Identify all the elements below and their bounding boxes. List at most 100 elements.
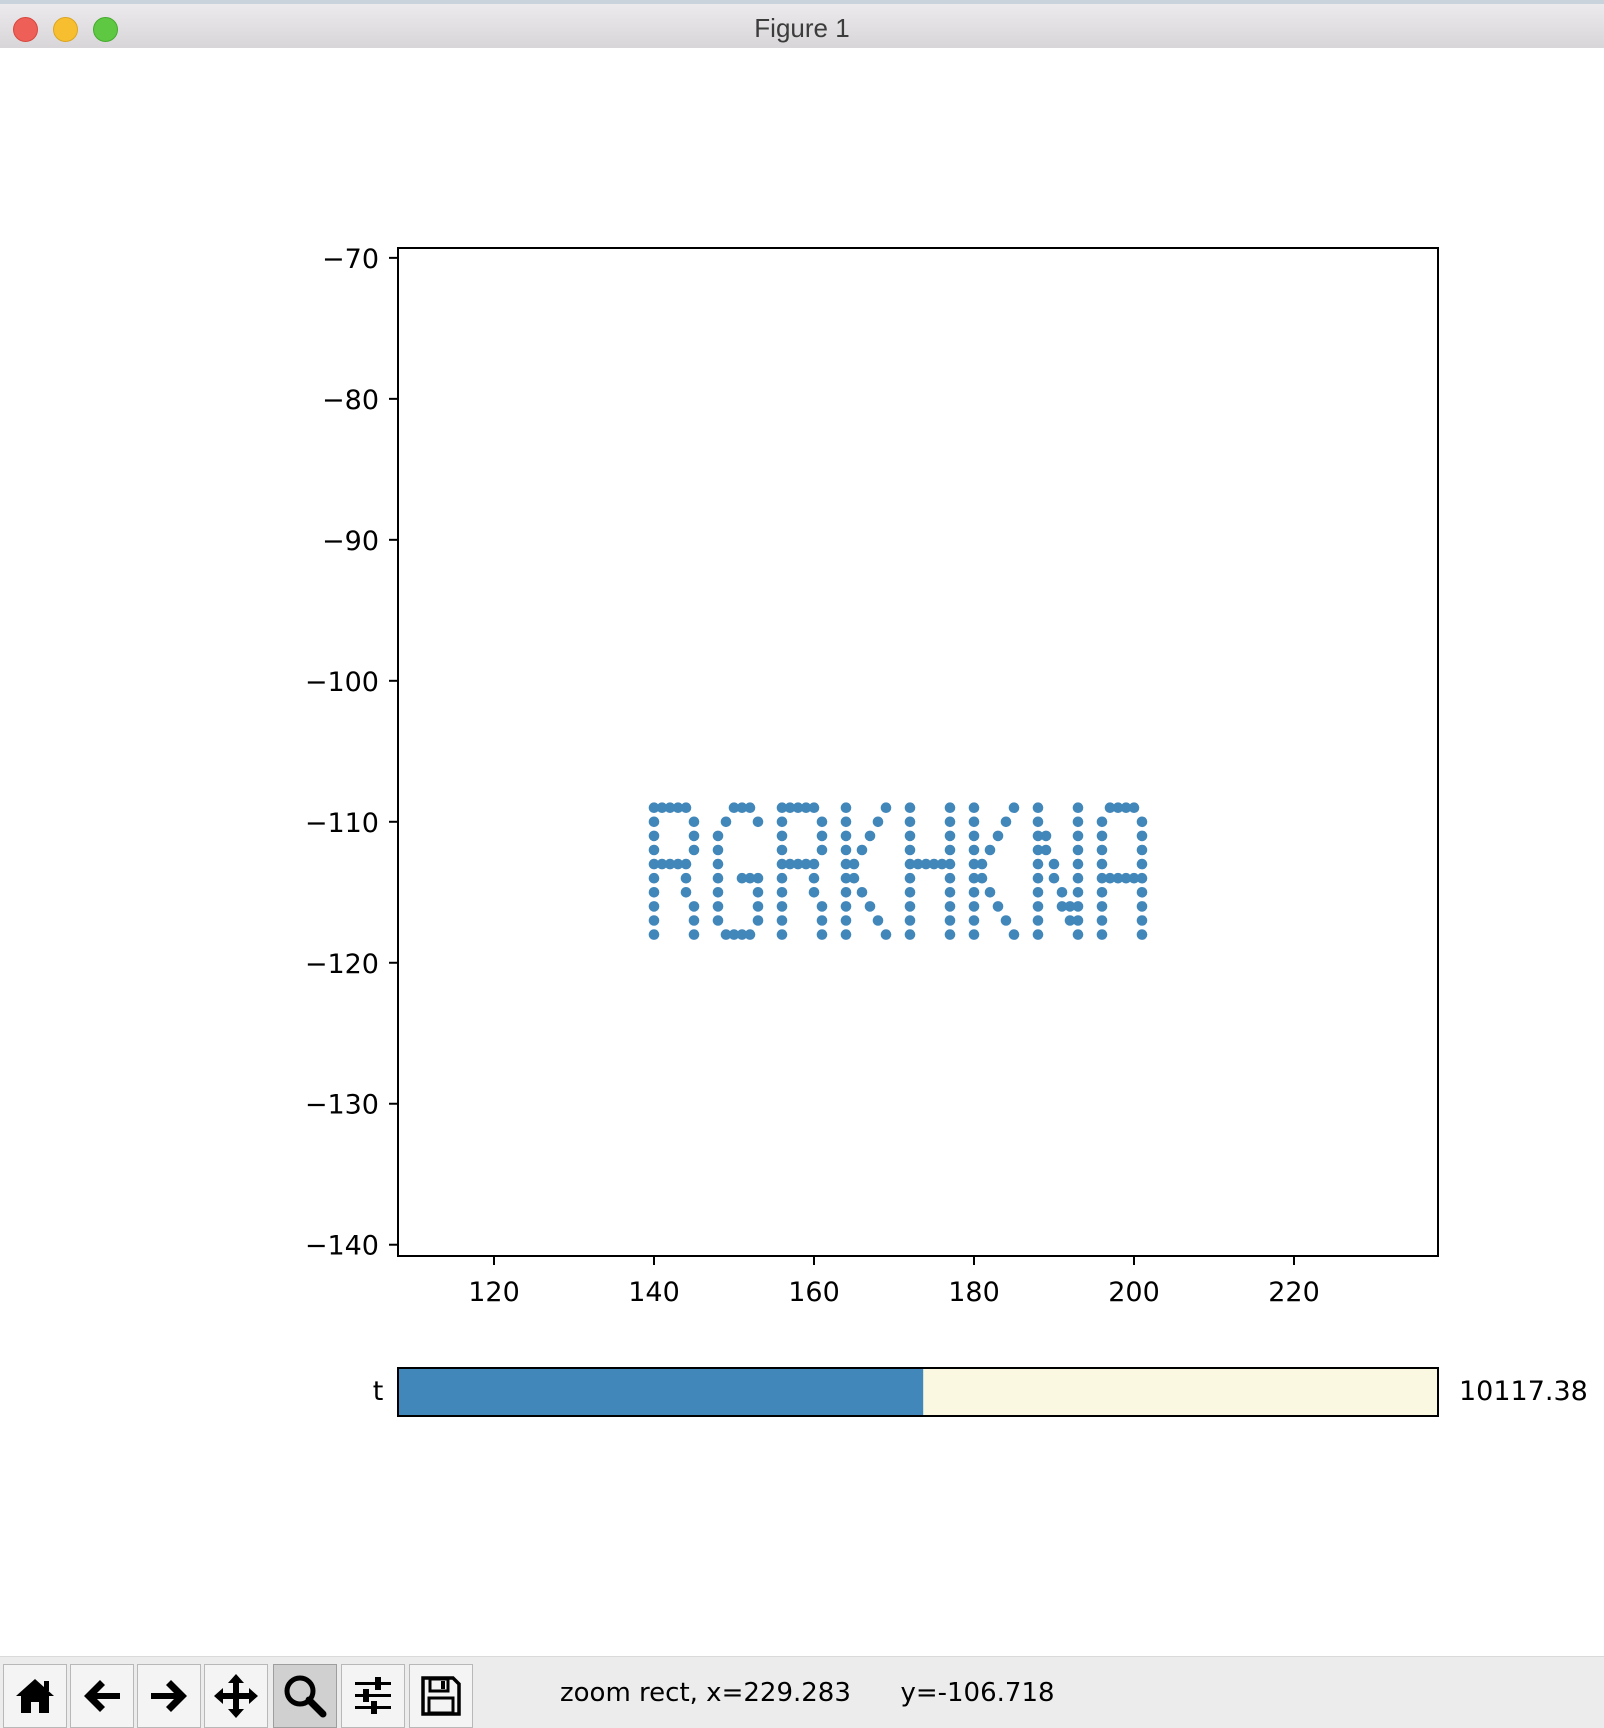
close-window-button[interactable]: [13, 17, 38, 42]
y-tick-label: −70: [322, 244, 379, 275]
data-point: [1000, 816, 1012, 828]
data-point: [1096, 858, 1108, 870]
data-point: [1064, 901, 1076, 912]
data-point: [968, 816, 980, 828]
data-point: [904, 915, 916, 926]
data-point: [776, 901, 788, 912]
data-point: [776, 887, 788, 898]
data-point: [1096, 929, 1108, 940]
data-point: [976, 858, 988, 870]
data-point: [664, 802, 676, 813]
data-point: [648, 816, 660, 828]
data-point: [680, 858, 692, 870]
minimize-window-button[interactable]: [53, 17, 78, 42]
data-point: [1056, 901, 1068, 912]
data-point: [752, 901, 764, 912]
data-point: [1032, 816, 1044, 828]
data-point: [1032, 872, 1044, 884]
data-point: [1136, 887, 1148, 898]
x-tick-label: 120: [468, 1277, 520, 1308]
data-point: [904, 830, 916, 842]
home-button[interactable]: [3, 1664, 67, 1728]
data-point: [984, 844, 996, 856]
data-point: [1056, 887, 1068, 898]
plot-area[interactable]: [398, 248, 1438, 1256]
data-point: [736, 872, 748, 884]
data-point: [904, 887, 916, 898]
data-point: [648, 830, 660, 842]
data-point: [880, 929, 892, 940]
data-point: [848, 872, 860, 884]
data-point: [904, 872, 916, 884]
scatter-axes[interactable]: 120 140 160 180 200 220 −70 −80 −90 −100 −110 −120 −…: [305, 244, 1439, 1308]
data-point: [720, 816, 732, 828]
title-bar[interactable]: Figure 1: [0, 4, 1604, 52]
data-point: [944, 858, 956, 870]
figure-svg[interactable]: 120 140 160 180 200 220 −70 −80 −90 −100 −110 −120 −…: [0, 48, 1604, 1656]
data-point: [968, 872, 980, 884]
data-point: [1096, 844, 1108, 856]
data-point: [808, 872, 820, 884]
zoom-button[interactable]: [273, 1664, 337, 1728]
data-point: [848, 858, 860, 870]
data-point: [1008, 802, 1020, 813]
data-point: [816, 830, 828, 842]
data-point: [648, 929, 660, 940]
data-point: [656, 858, 668, 870]
data-point: [808, 802, 820, 813]
data-point: [648, 872, 660, 884]
data-point: [968, 915, 980, 926]
data-point: [752, 915, 764, 926]
data-point: [800, 802, 812, 813]
data-point: [880, 802, 892, 813]
data-point: [840, 816, 852, 828]
data-point: [1048, 858, 1060, 870]
data-point: [1136, 929, 1148, 940]
data-point: [840, 830, 852, 842]
data-point: [1072, 872, 1084, 884]
data-point: [840, 929, 852, 940]
data-point: [1112, 802, 1124, 813]
data-point: [816, 929, 828, 940]
figure-canvas[interactable]: 120 140 160 180 200 220 −70 −80 −90 −100 −110 −120 −…: [0, 48, 1604, 1656]
pan-button[interactable]: [204, 1664, 268, 1728]
data-point: [864, 830, 876, 842]
data-point: [872, 915, 884, 926]
data-point: [1072, 830, 1084, 842]
data-point: [1072, 915, 1084, 926]
data-point: [712, 872, 724, 884]
save-figure-button[interactable]: [409, 1664, 473, 1728]
data-point: [904, 816, 916, 828]
axes-frame: [397, 247, 1439, 1257]
data-point: [1136, 830, 1148, 842]
data-point: [816, 816, 828, 828]
data-point: [648, 887, 660, 898]
y-tick-label: −110: [305, 808, 379, 839]
data-point: [1072, 858, 1084, 870]
forward-button[interactable]: [137, 1664, 201, 1728]
data-point: [1000, 915, 1012, 926]
data-point: [776, 915, 788, 926]
data-point: [1136, 901, 1148, 912]
data-point: [776, 830, 788, 842]
data-point: [712, 858, 724, 870]
data-point: [752, 816, 764, 828]
data-point: [688, 929, 700, 940]
data-point: [840, 915, 852, 926]
x-tick-label: 160: [788, 1277, 840, 1308]
data-point: [712, 901, 724, 912]
t-slider[interactable]: t 10117.38: [373, 1367, 1588, 1417]
data-point: [648, 915, 660, 926]
back-button[interactable]: [70, 1664, 134, 1728]
data-point: [936, 858, 948, 870]
data-point: [840, 901, 852, 912]
data-point: [1072, 844, 1084, 856]
x-tick-label: 140: [628, 1277, 680, 1308]
slider-fill[interactable]: [398, 1368, 924, 1416]
data-point: [968, 901, 980, 912]
configure-subplots-button[interactable]: [341, 1664, 405, 1728]
data-point: [736, 929, 748, 940]
data-point: [1112, 872, 1124, 884]
data-point: [680, 887, 692, 898]
zoom-window-button[interactable]: [93, 17, 118, 42]
